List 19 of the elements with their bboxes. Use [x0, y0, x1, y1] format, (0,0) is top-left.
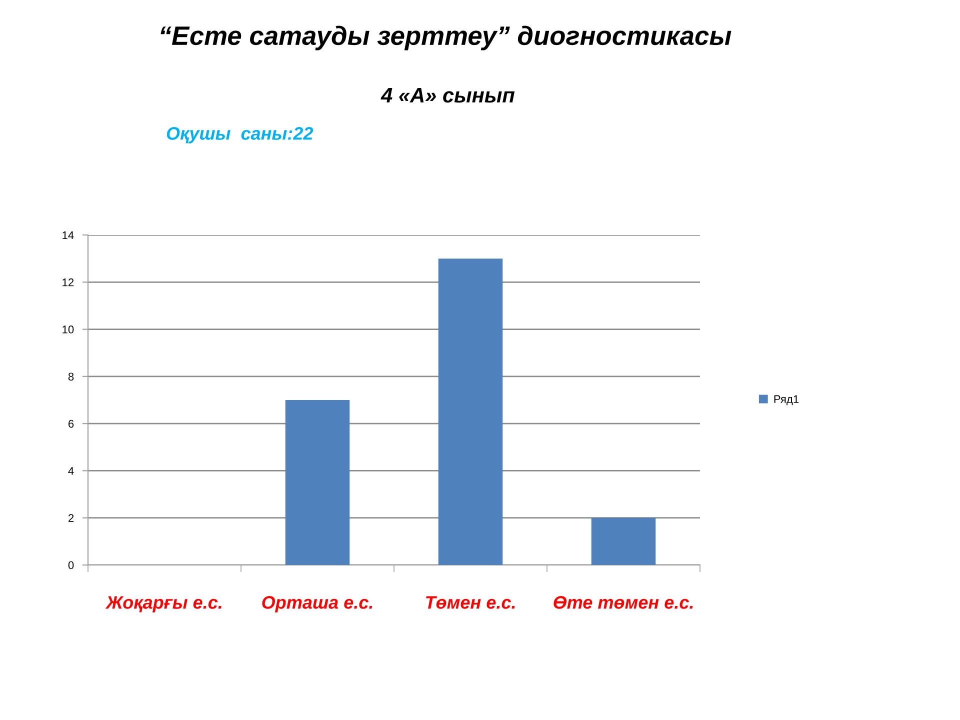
- y-tick-label: 4: [68, 467, 74, 475]
- y-tick-label: 0: [68, 561, 74, 570]
- bar: [285, 400, 350, 565]
- y-tick-label: 6: [68, 420, 74, 428]
- chart-subtitle: 4 «А» сынып: [380, 88, 515, 103]
- x-tick-label: Төмен е.с.: [426, 596, 515, 609]
- y-tick-label: 14: [62, 231, 74, 240]
- x-tick-label: Жоқарғы е.с.: [105, 596, 222, 612]
- x-tick-label: Өте төмен е.с.: [554, 596, 693, 609]
- y-tick-label: 8: [68, 372, 74, 381]
- y-tick-label: 2: [68, 514, 74, 522]
- bar: [438, 258, 503, 565]
- y-tick-label: 10: [62, 326, 74, 334]
- legend-label: Ряд1: [774, 395, 799, 406]
- text: Оқушы саны:22: [166, 127, 314, 144]
- chart-title: “Есте сатауды зерттеу” диогностикасы: [160, 26, 732, 50]
- x-tick-label: Орташа е.с.: [262, 596, 372, 612]
- bar: [591, 518, 656, 565]
- y-tick-label: 12: [62, 278, 74, 286]
